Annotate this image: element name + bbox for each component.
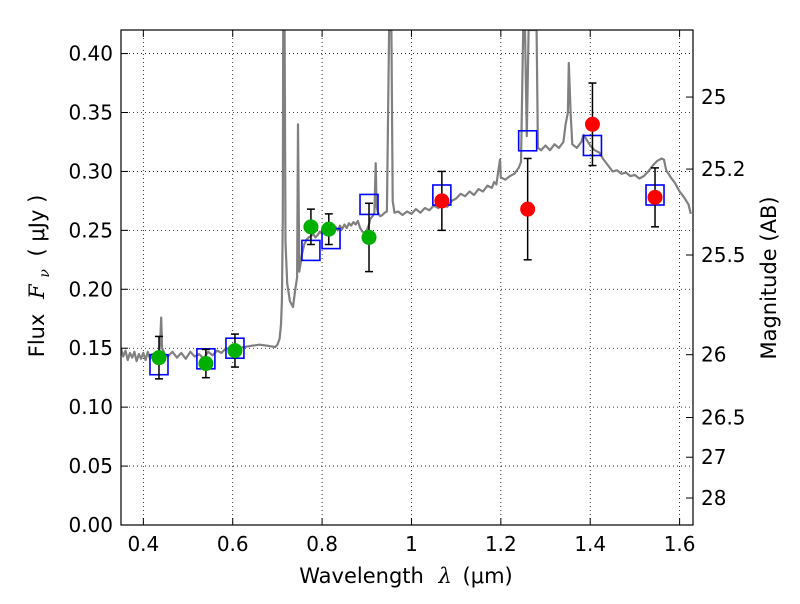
observed-point-red xyxy=(584,116,600,132)
observed-point-green xyxy=(303,219,319,235)
x-tick-label: 0.6 xyxy=(217,532,249,556)
y-tick-label: 0.25 xyxy=(68,218,113,242)
x-tick-label: 0.8 xyxy=(306,532,338,556)
y2-tick-label: 25.5 xyxy=(701,243,746,267)
x-tick-label: 1.6 xyxy=(664,532,696,556)
plot-frame xyxy=(120,29,694,526)
observed-point-red xyxy=(520,201,536,217)
observed-point-green xyxy=(198,356,214,372)
y2-axis: 25 25.2 25.5 26 26.5 27 28 xyxy=(686,85,746,510)
observed-point-green xyxy=(321,221,337,237)
y2-tick-label: 26 xyxy=(701,343,726,367)
y2-tick-label: 25.2 xyxy=(701,157,746,181)
observed-point-red xyxy=(434,193,450,209)
y-axis: 0.00 0.05 0.10 0.15 0.20 0.25 0.30 0.35 0.40 xyxy=(68,42,128,537)
observed-point-green xyxy=(151,350,167,366)
y-axis-label-subscript: ν xyxy=(37,269,53,278)
model-spectrum-line xyxy=(121,30,692,363)
y2-axis-label: Magnitude (AB) xyxy=(757,196,781,359)
y-tick-label: 0.05 xyxy=(68,454,113,478)
x-axis: 0.4 0.6 0.8 1 1.2 1.4 1.6 xyxy=(127,30,696,556)
y2-tick-label: 27 xyxy=(701,445,726,469)
observed-point-green xyxy=(227,343,243,359)
y-axis-label: Flux F ν ( μJy ) xyxy=(25,195,54,358)
x-axis-label: Wavelength λ (μm) xyxy=(299,564,512,588)
model-photometry-square xyxy=(517,129,538,152)
y-tick-label: 0.40 xyxy=(68,42,113,66)
plot-area xyxy=(121,30,692,380)
x-axis-label-symbol: λ xyxy=(438,564,452,588)
y2-tick-label: 25 xyxy=(701,85,726,109)
x-tick-label: 0.4 xyxy=(127,532,159,556)
y-tick-label: 0.35 xyxy=(68,101,113,125)
x-axis-label-text: Wavelength xyxy=(299,564,424,588)
y-axis-label-symbol: F xyxy=(25,283,49,300)
y-axis-label-text: Flux xyxy=(25,314,49,358)
y-tick-label: 0.15 xyxy=(68,336,113,360)
observed-point-green xyxy=(361,229,377,245)
y-tick-label: 0.10 xyxy=(68,395,113,419)
y-tick-label: 0.20 xyxy=(68,277,113,301)
y2-tick-label: 28 xyxy=(701,486,726,510)
y-tick-label: 0.00 xyxy=(68,513,113,537)
y-axis-label-unit: ( μJy ) xyxy=(25,195,49,257)
x-tick-label: 1.4 xyxy=(574,532,606,556)
y2-tick-label: 26.5 xyxy=(701,406,746,430)
y-tick-label: 0.30 xyxy=(68,159,113,183)
x-axis-label-unit: (μm) xyxy=(463,564,513,588)
x-tick-label: 1 xyxy=(405,532,418,556)
observed-point-red xyxy=(647,189,663,205)
x-tick-label: 1.2 xyxy=(485,532,517,556)
grid-lines xyxy=(121,30,693,526)
